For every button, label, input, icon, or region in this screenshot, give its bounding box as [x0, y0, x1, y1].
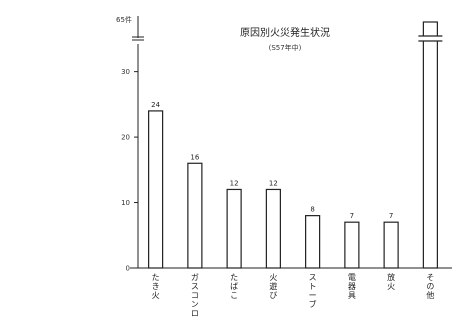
y-axis-unit-label: 65件: [116, 15, 132, 24]
bar-break-gap: [419, 36, 442, 41]
bar: [383, 221, 399, 269]
bar: [148, 110, 164, 269]
category-label: たばこ: [230, 273, 238, 300]
category-label: たき火: [152, 273, 160, 300]
category-label: 放火: [387, 272, 395, 291]
bars: 24 たき火 16 ガスコンロ 12 たばこ 12 火遊び 8 ストーブ 7 電器具 7 放火 その他: [148, 21, 443, 318]
bar: [187, 162, 203, 269]
data-label: 7: [389, 212, 393, 220]
bar: [422, 21, 438, 269]
axes: 0 10 20 30: [121, 16, 452, 273]
y-tick-label: 0: [126, 265, 130, 273]
bar: [226, 188, 242, 269]
y-tick-label: 30: [121, 68, 130, 76]
chart-title: 原因別火災発生状況: [240, 26, 330, 39]
data-label: 12: [230, 179, 239, 187]
category-label: ガスコンロ: [191, 272, 199, 318]
chart-subtitle: (S57年中): [269, 43, 302, 52]
data-label: 16: [190, 153, 199, 161]
y-tick-label: 20: [121, 134, 130, 142]
data-label: 12: [269, 179, 278, 187]
category-label: 電器具: [348, 273, 356, 300]
category-label: ストーブ: [309, 273, 317, 309]
y-tick-label: 10: [121, 199, 130, 207]
category-label: 火遊び: [269, 273, 277, 300]
bar: [344, 221, 360, 269]
bar: [305, 215, 321, 269]
data-label: 24: [151, 101, 160, 109]
data-label: 8: [310, 206, 314, 214]
category-label: その他: [426, 273, 434, 300]
bar: [265, 188, 281, 269]
data-label: 7: [350, 212, 354, 220]
